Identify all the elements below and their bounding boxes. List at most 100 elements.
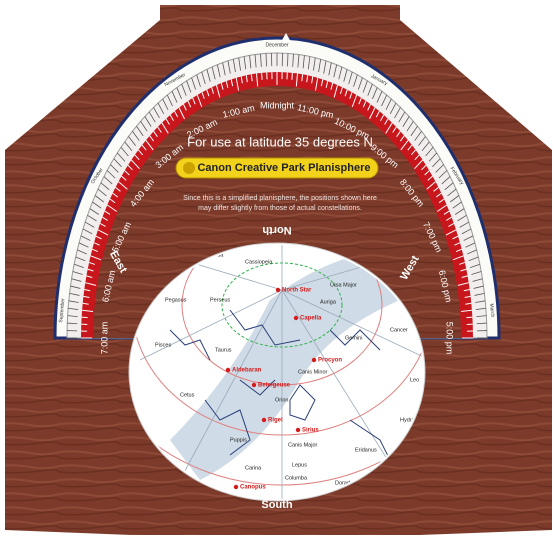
time-tick	[149, 135, 155, 142]
dial-tick	[473, 285, 484, 289]
direction-north: North	[262, 224, 292, 236]
time-tick	[463, 289, 470, 292]
dial-tick	[323, 60, 327, 74]
time-tick	[400, 140, 409, 151]
map-label: Orion	[275, 397, 288, 403]
dial-tick	[70, 285, 81, 289]
pill-dot	[183, 162, 195, 174]
time-tick	[118, 181, 128, 190]
latitude-text: For use at latitude 35 degrees N	[187, 134, 373, 149]
time-tick	[206, 89, 210, 97]
time-tick	[245, 75, 248, 83]
dial-tick	[157, 102, 165, 115]
dial-tick	[260, 53, 262, 67]
map-label: Procyon	[318, 358, 342, 364]
time-tick	[104, 210, 111, 215]
dial-tick	[265, 53, 267, 67]
time-tick	[384, 118, 389, 125]
map-label: Betelgeuse	[258, 383, 291, 389]
time-tick	[344, 89, 348, 97]
dial-tick	[68, 300, 79, 303]
time-tick	[127, 164, 133, 171]
time-tick	[220, 82, 224, 90]
dial-tick	[227, 60, 231, 74]
time-tick	[452, 255, 464, 261]
map-label: Auriga	[320, 299, 337, 305]
time-tick	[358, 97, 362, 105]
map-label: Canis Minor	[298, 369, 328, 375]
time-tick	[455, 248, 462, 253]
dial-tick	[425, 147, 434, 157]
dial-tick	[328, 62, 332, 76]
dial-tick	[475, 300, 486, 303]
dial-tick	[78, 242, 89, 248]
month-label: March	[488, 303, 495, 318]
time-tick	[421, 164, 427, 171]
map-label: Leo	[410, 377, 419, 383]
time-tick	[380, 114, 385, 122]
map-label: Lepus	[292, 462, 307, 468]
dial-tick	[435, 164, 444, 173]
time-tick	[95, 235, 102, 240]
time-tick	[153, 130, 158, 138]
dial-tick	[87, 214, 97, 222]
pointer	[281, 33, 291, 42]
dial-tick	[77, 249, 87, 255]
map-label: Pegasus	[165, 297, 187, 303]
time-tick	[134, 154, 140, 161]
dial-tick	[385, 98, 392, 111]
dial-tick	[222, 62, 226, 76]
map-label: Canis Major	[288, 442, 318, 448]
dial-tick	[472, 278, 483, 282]
time-tick	[215, 84, 221, 98]
star	[261, 417, 267, 423]
dial-tick	[103, 176, 113, 185]
time-tick	[448, 223, 455, 227]
dial-tick	[68, 307, 79, 310]
time-tick	[141, 144, 147, 151]
map-label: Capella	[300, 316, 322, 322]
dial-tick	[389, 102, 397, 115]
time-tick	[121, 175, 127, 181]
dial-tick	[470, 263, 480, 268]
dial-tick	[89, 208, 100, 215]
dial-tick	[196, 74, 201, 87]
star	[295, 427, 301, 433]
dial-tick	[438, 170, 448, 179]
time-tick	[161, 122, 169, 134]
time-tick	[438, 198, 445, 204]
dial-tick	[287, 53, 289, 67]
dial-tick	[171, 91, 178, 103]
title: Canon Creative Park Planisphere	[197, 162, 370, 174]
dial-tick	[243, 56, 247, 70]
dial-tick	[181, 83, 187, 96]
time-label: 7:00 am	[99, 322, 109, 355]
dial-tick	[106, 170, 116, 179]
time-tick	[320, 79, 324, 87]
dial-tick	[132, 131, 140, 141]
dial-tick	[428, 152, 437, 162]
time-tick	[157, 126, 162, 133]
time-tick	[256, 73, 259, 87]
dial-tick	[394, 107, 401, 119]
dial-tick	[402, 116, 410, 127]
dial-tick	[144, 116, 152, 127]
time-tick	[87, 268, 94, 272]
dial-tick	[444, 182, 454, 191]
dial-tick	[454, 208, 465, 215]
dial-tick	[418, 136, 426, 146]
dial-tick	[406, 121, 414, 132]
star	[275, 287, 281, 293]
time-tick	[183, 104, 187, 111]
time-label: Midnight	[260, 100, 295, 110]
dial-tick	[457, 214, 467, 222]
time-tick	[90, 255, 102, 261]
time-tick	[466, 316, 473, 319]
time-tick	[410, 149, 416, 156]
map-label: North Star	[282, 288, 312, 294]
time-tick	[124, 170, 130, 176]
dial-tick	[465, 242, 476, 248]
dial-tick	[69, 293, 80, 296]
time-tick	[325, 80, 329, 88]
